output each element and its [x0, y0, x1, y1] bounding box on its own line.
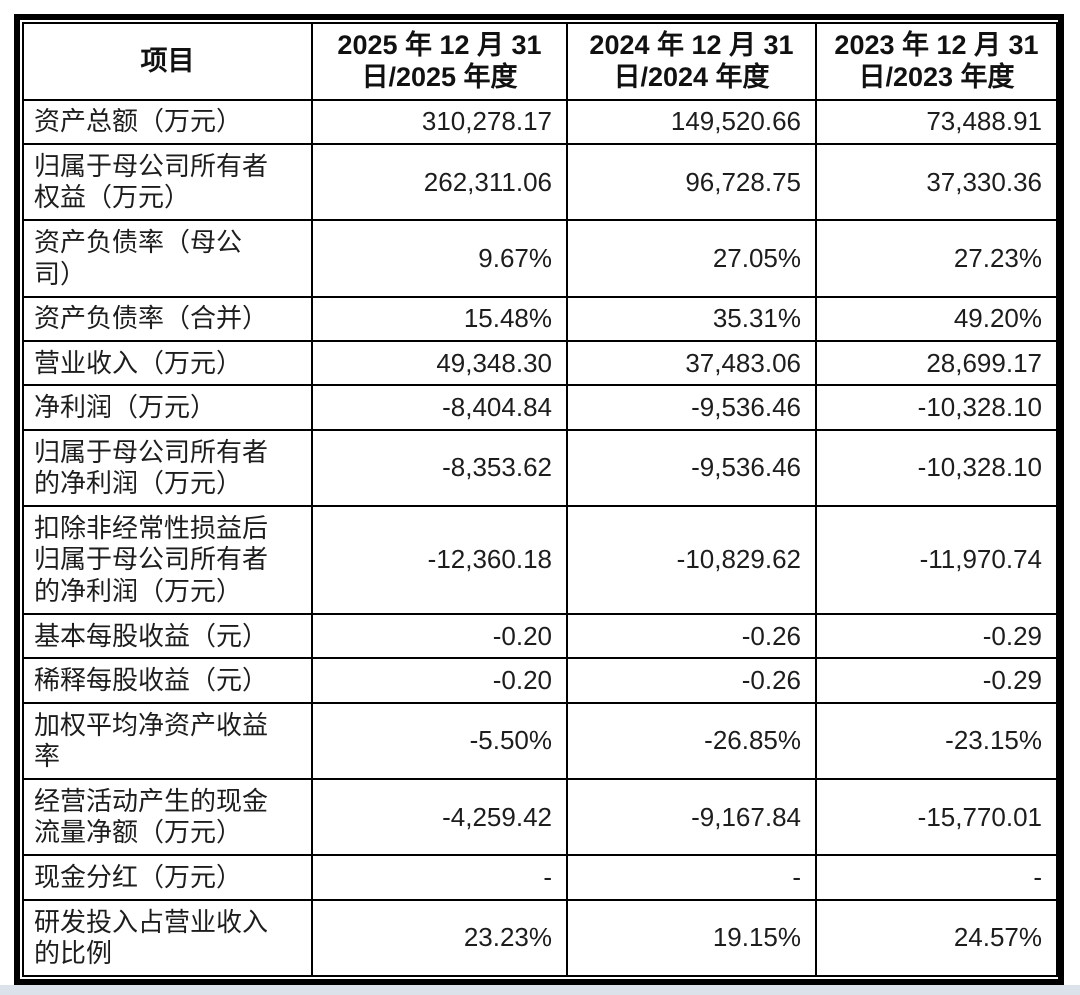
table-row: 研发投入占营业收入 的比例 23.23% 19.15% 24.57% [22, 898, 1058, 978]
row-value-cell-2024: - [566, 854, 817, 901]
row-value-cell-2024: -26.85% [566, 701, 817, 781]
row-value-cell-2024: -9,536.46 [566, 384, 817, 431]
row-label-cell: 现金分红（万元） [22, 854, 313, 901]
row-value-cell-2023: 37,330.36 [815, 143, 1058, 222]
table-row: 净利润（万元） -8,404.84 -9,536.46 -10,328.10 [22, 384, 1058, 431]
row-value-cell-2023: 24.57% [815, 898, 1058, 978]
row-value-cell-2024: -9,536.46 [566, 428, 817, 507]
row-label-cell: 营业收入（万元） [22, 339, 313, 387]
table-row: 资产负债率（合并） 15.48% 35.31% 49.20% [22, 295, 1058, 342]
row-label-cell: 研发投入占营业收入 的比例 [22, 898, 313, 978]
table-row: 营业收入（万元） 49,348.30 37,483.06 28,699.17 [22, 339, 1058, 387]
row-label-cell: 归属于母公司所有者 权益（万元） [22, 143, 313, 222]
table-row: 资产负债率（母公 司） 9.67% 27.05% 27.23% [22, 219, 1058, 298]
row-value-cell-2025: -12,360.18 [311, 504, 568, 616]
table-body: 资产总额（万元） 310,278.17 149,520.66 73,488.91… [22, 98, 1058, 978]
header-item-column: 项目 [22, 22, 313, 101]
row-value-cell-2023: 27.23% [815, 219, 1058, 298]
row-value-cell-2023: - [815, 854, 1058, 901]
row-value-cell-2023: -11,970.74 [815, 504, 1058, 616]
row-value-cell-2023: 73,488.91 [815, 98, 1058, 146]
row-value-cell-2025: 310,278.17 [311, 98, 568, 146]
table-row: 稀释每股收益（元） -0.20 -0.26 -0.29 [22, 657, 1058, 704]
row-value-cell-2025: -0.20 [311, 613, 568, 660]
row-value-cell-2024: 37,483.06 [566, 339, 817, 387]
header-2023-column: 2023 年 12 月 31 日/2023 年度 [815, 22, 1058, 101]
row-value-cell-2025: -0.20 [311, 657, 568, 704]
row-label-cell: 稀释每股收益（元） [22, 657, 313, 704]
row-value-cell-2024: 19.15% [566, 898, 817, 978]
row-value-cell-2024: -9,167.84 [566, 778, 817, 857]
row-value-cell-2025: 9.67% [311, 219, 568, 298]
table-row: 归属于母公司所有者 的净利润（万元） -8,353.62 -9,536.46 -… [22, 428, 1058, 507]
table-row: 资产总额（万元） 310,278.17 149,520.66 73,488.91 [22, 98, 1058, 146]
row-value-cell-2025: -8,353.62 [311, 428, 568, 507]
row-label-cell: 资产总额（万元） [22, 98, 313, 146]
row-value-cell-2025: 49,348.30 [311, 339, 568, 387]
row-value-cell-2024: 149,520.66 [566, 98, 817, 146]
table-row: 加权平均净资产收益 率 -5.50% -26.85% -23.15% [22, 701, 1058, 781]
row-value-cell-2025: 15.48% [311, 295, 568, 342]
row-value-cell-2024: 35.31% [566, 295, 817, 342]
header-2025-column: 2025 年 12 月 31 日/2025 年度 [311, 22, 568, 101]
header-2024-column: 2024 年 12 月 31 日/2024 年度 [566, 22, 817, 101]
row-label-cell: 基本每股收益（元） [22, 613, 313, 660]
row-label-cell: 扣除非经常性损益后 归属于母公司所有者 的净利润（万元） [22, 504, 313, 616]
row-label-cell: 加权平均净资产收益 率 [22, 701, 313, 781]
row-value-cell-2025: -4,259.42 [311, 778, 568, 857]
row-label-cell: 资产负债率（合并） [22, 295, 313, 342]
table-row: 基本每股收益（元） -0.20 -0.26 -0.29 [22, 613, 1058, 660]
page-bottom-strip [0, 985, 1080, 995]
row-value-cell-2023: 49.20% [815, 295, 1058, 342]
row-value-cell-2024: -0.26 [566, 613, 817, 660]
row-value-cell-2024: -0.26 [566, 657, 817, 704]
row-value-cell-2025: 23.23% [311, 898, 568, 978]
row-value-cell-2023: 28,699.17 [815, 339, 1058, 387]
header-row: 项目 2025 年 12 月 31 日/2025 年度 2024 年 12 月 … [22, 22, 1058, 101]
row-value-cell-2023: -0.29 [815, 657, 1058, 704]
row-value-cell-2025: - [311, 854, 568, 901]
row-value-cell-2025: -5.50% [311, 701, 568, 781]
row-label-cell: 资产负债率（母公 司） [22, 219, 313, 298]
row-value-cell-2024: 96,728.75 [566, 143, 817, 222]
table-row: 扣除非经常性损益后 归属于母公司所有者 的净利润（万元） -12,360.18 … [22, 504, 1058, 616]
row-label-cell: 经营活动产生的现金 流量净额（万元） [22, 778, 313, 857]
row-value-cell-2024: -10,829.62 [566, 504, 817, 616]
row-label-cell: 净利润（万元） [22, 384, 313, 431]
financial-table-frame: 项目 2025 年 12 月 31 日/2025 年度 2024 年 12 月 … [14, 14, 1064, 985]
table-row: 经营活动产生的现金 流量净额（万元） -4,259.42 -9,167.84 -… [22, 778, 1058, 857]
row-value-cell-2024: 27.05% [566, 219, 817, 298]
financial-summary-table: 项目 2025 年 12 月 31 日/2025 年度 2024 年 12 月 … [22, 22, 1058, 978]
row-value-cell-2023: -0.29 [815, 613, 1058, 660]
row-value-cell-2023: -23.15% [815, 701, 1058, 781]
table-header: 项目 2025 年 12 月 31 日/2025 年度 2024 年 12 月 … [22, 22, 1058, 101]
table-row: 归属于母公司所有者 权益（万元） 262,311.06 96,728.75 37… [22, 143, 1058, 222]
row-label-cell: 归属于母公司所有者 的净利润（万元） [22, 428, 313, 507]
table-row: 现金分红（万元） - - - [22, 854, 1058, 901]
row-value-cell-2023: -15,770.01 [815, 778, 1058, 857]
row-value-cell-2025: 262,311.06 [311, 143, 568, 222]
row-value-cell-2023: -10,328.10 [815, 428, 1058, 507]
row-value-cell-2025: -8,404.84 [311, 384, 568, 431]
row-value-cell-2023: -10,328.10 [815, 384, 1058, 431]
